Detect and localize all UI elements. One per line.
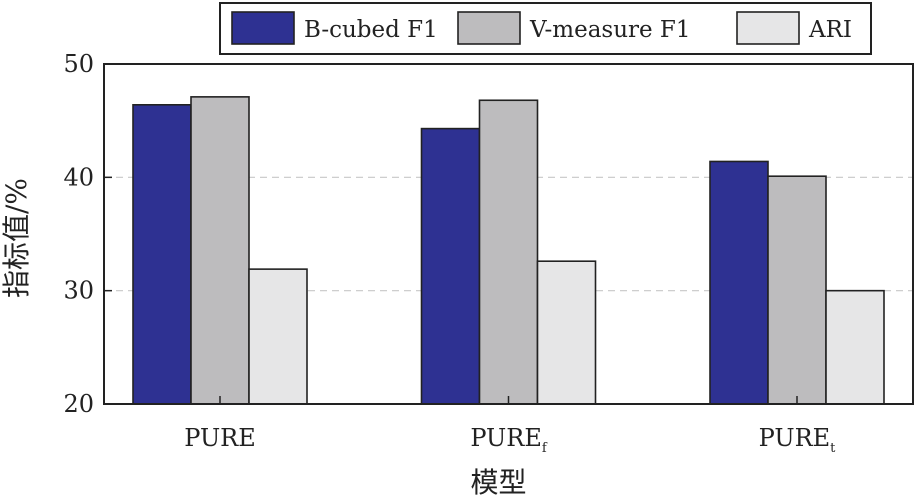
y-tick-label: 20 — [63, 390, 94, 418]
x-axis-label: 模型 — [470, 466, 526, 499]
bar-ari-1 — [248, 268, 308, 405]
legend-swatch — [736, 11, 800, 45]
bar-v-measure-f1-2 — [478, 99, 539, 405]
legend-swatch — [457, 11, 521, 45]
legend-label: V-measure F1 — [529, 17, 691, 43]
y-axis-ticks: 20 30 40 50 — [63, 50, 112, 418]
bar-ari-2 — [536, 260, 597, 405]
legend-swatch — [231, 11, 295, 45]
legend-label: ARI — [808, 17, 852, 43]
bar-v-measure-f1-1 — [190, 96, 250, 405]
bar-b-cubed-f1-2 — [420, 127, 481, 405]
y-axis-label: 指标值/% — [0, 178, 33, 298]
bar-b-cubed-f1-3 — [709, 160, 769, 405]
y-tick-label: 40 — [63, 163, 94, 191]
x-tick-label: PUREf — [470, 424, 548, 456]
x-tick-label: PUREt — [759, 424, 837, 456]
y-tick-label: 50 — [63, 50, 94, 78]
legend-label: B-cubed F1 — [304, 17, 438, 43]
y-tick-label: 30 — [63, 277, 94, 305]
bar-ari-3 — [825, 289, 885, 405]
bar-b-cubed-f1-1 — [132, 104, 192, 405]
bar-v-measure-f1-3 — [767, 175, 827, 405]
x-tick-label: PURE — [184, 424, 256, 452]
bars — [132, 96, 885, 405]
x-axis-ticks: PURE PUREf PUREt — [184, 396, 836, 456]
legend: B-cubed F1 V-measure F1 ARI — [219, 2, 872, 55]
